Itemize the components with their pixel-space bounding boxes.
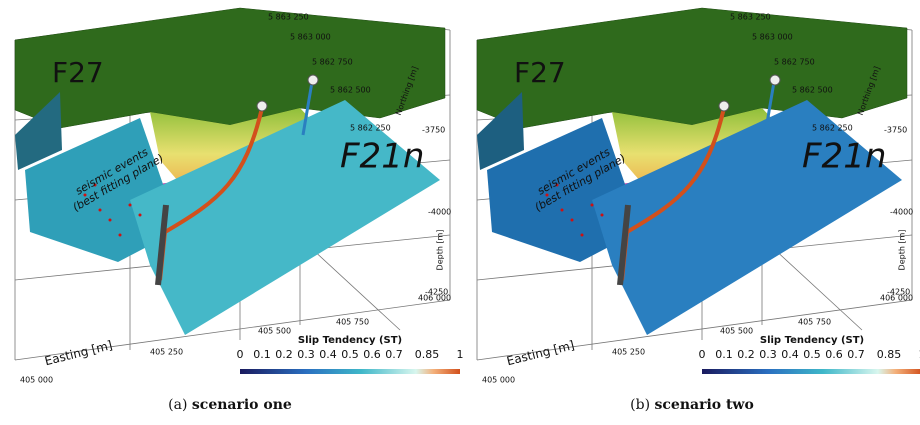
seismic-event: [129, 204, 132, 207]
seismic-event: [139, 214, 142, 217]
colorbar-title: Slip Tendency (ST): [298, 335, 402, 346]
seismic-event: [109, 219, 112, 222]
northing-label: 5 863 000: [290, 33, 331, 42]
colorbar-tick: 0.3: [297, 348, 315, 361]
colorbar-tick: 0.5: [803, 348, 821, 361]
easting-title: Easting [m]: [505, 338, 576, 368]
fault-label: F27: [514, 56, 566, 89]
colorbar-tick: 1: [457, 348, 464, 361]
northing-label: 5 862 250: [812, 124, 853, 133]
colorbar-tick: 0.7: [847, 348, 865, 361]
depth-title: Depth [m]: [898, 230, 907, 271]
depth-label: -4000: [890, 208, 913, 217]
figure: F27F21nseismic events(best fitting plane…: [0, 0, 920, 421]
depth-title: Depth [m]: [436, 230, 445, 271]
seismic-event: [119, 234, 122, 237]
easting-label: 406 000: [418, 294, 451, 303]
northing-label: 5 863 250: [730, 13, 771, 22]
colorbar: [240, 369, 460, 374]
easting-label: 405 000: [20, 376, 53, 385]
colorbar-tick: 0.4: [781, 348, 799, 361]
colorbar: [702, 369, 920, 374]
depth-label: -3750: [884, 126, 907, 135]
well-head: [770, 75, 780, 85]
easting-label: 405 250: [150, 348, 183, 357]
easting-label: 406 000: [880, 294, 913, 303]
caption-name: scenario one: [192, 397, 292, 413]
colorbar-tick: 0.2: [275, 348, 293, 361]
colorbar-tick: 0.6: [363, 348, 381, 361]
easting-label: 405 000: [482, 376, 515, 385]
northing-label: 5 862 750: [312, 58, 353, 67]
colorbar-title: Slip Tendency (ST): [760, 335, 864, 346]
northing-label: 5 862 500: [792, 86, 833, 95]
caption-name: scenario two: [655, 397, 754, 413]
seismic-event: [601, 214, 604, 217]
depth-label: -3750: [422, 126, 445, 135]
caption: (b) scenario two: [630, 397, 754, 413]
colorbar-tick: 0.1: [253, 348, 271, 361]
fault-label: F27: [52, 56, 104, 89]
easting-label: 405 500: [258, 327, 291, 336]
northing-label: 5 863 000: [752, 33, 793, 42]
colorbar-tick: 0.5: [341, 348, 359, 361]
northing-label: 5 862 500: [330, 86, 371, 95]
easting-label: 405 750: [336, 318, 369, 327]
easting-label: 405 750: [798, 318, 831, 327]
easting-label: 405 250: [612, 348, 645, 357]
caption-label: (b): [630, 397, 650, 413]
seismic-event: [591, 204, 594, 207]
colorbar-tick: 0.7: [385, 348, 403, 361]
seismic-event: [581, 234, 584, 237]
fault-label: F21n: [802, 137, 886, 177]
well-head: [257, 101, 267, 111]
depth-label: -4000: [428, 208, 451, 217]
easting-label: 405 500: [720, 327, 753, 336]
colorbar-tick: 0.6: [825, 348, 843, 361]
caption-label: (a): [168, 397, 187, 413]
well-head: [308, 75, 318, 85]
colorbar-tick: 0: [237, 348, 244, 361]
seismic-event: [571, 219, 574, 222]
northing-label: 5 862 250: [350, 124, 391, 133]
colorbar-tick: 0.85: [877, 348, 902, 361]
northing-label: 5 863 250: [268, 13, 309, 22]
fault-label: F21n: [340, 137, 424, 177]
seismic-event: [99, 209, 102, 212]
caption: (a) scenario one: [168, 397, 292, 413]
colorbar-tick: 0.3: [759, 348, 777, 361]
well-head: [719, 101, 729, 111]
colorbar-tick: 0.4: [319, 348, 337, 361]
seismic-event: [561, 209, 564, 212]
colorbar-tick: 0.85: [415, 348, 440, 361]
easting-title: Easting [m]: [43, 338, 114, 368]
northing-label: 5 862 750: [774, 58, 815, 67]
colorbar-tick: 0.1: [715, 348, 733, 361]
colorbar-tick: 0: [699, 348, 706, 361]
colorbar-tick: 0.2: [737, 348, 755, 361]
